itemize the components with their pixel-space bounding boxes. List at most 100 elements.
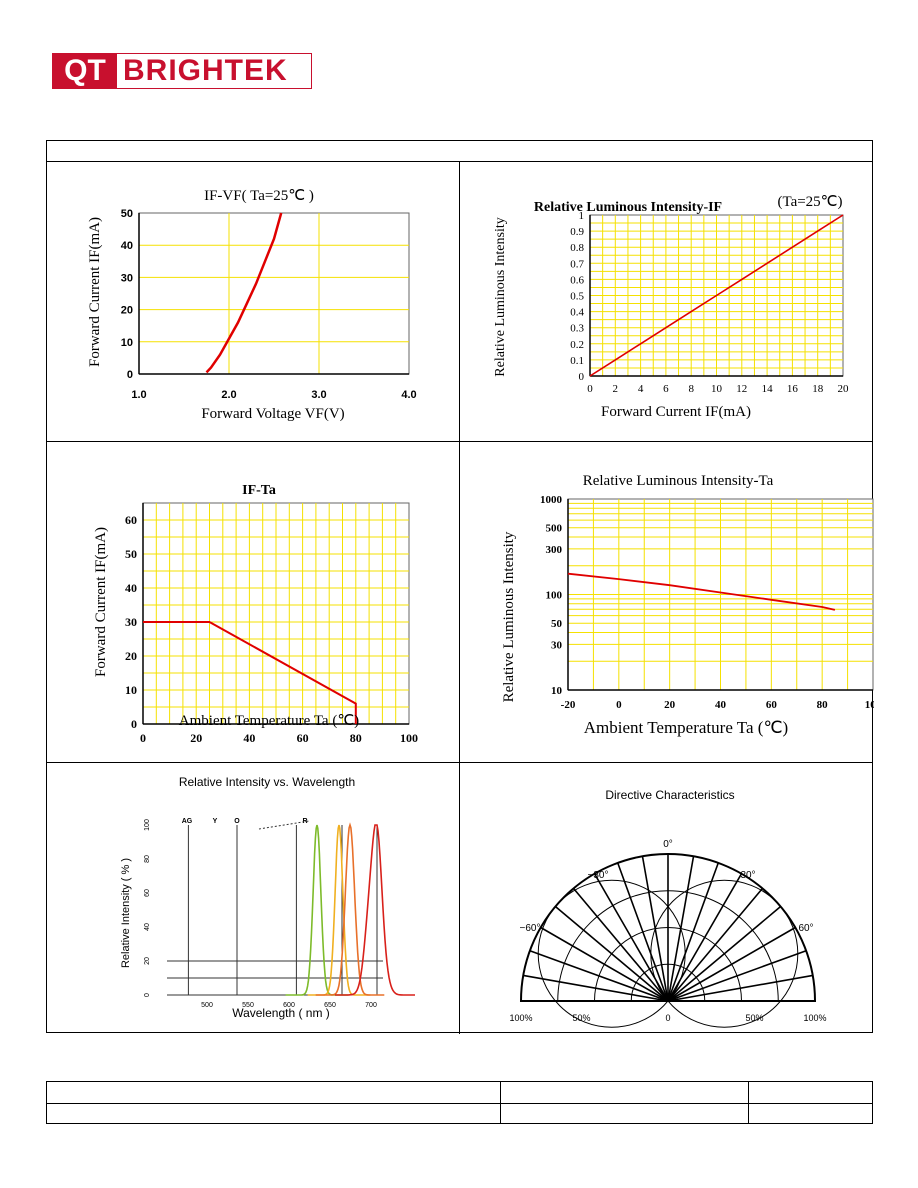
y-tick-label: 10 [121,337,133,349]
y-tick-label: 30 [551,639,563,651]
series-line [315,822,385,996]
y-tick-label: 50 [551,618,563,630]
x-tick-label: 650 [324,1002,336,1009]
footer-table [46,1081,873,1124]
y-tick-label: 30 [125,615,137,629]
row-divider-2 [47,762,872,763]
y-tick-label: 20 [121,305,133,317]
x-tick-label: 18 [812,383,824,395]
x-tick-label: 100 [400,731,418,745]
chart-plot-area: -20 0 20 40 60 80 100 10 30 50 100 300 500 1000 [540,494,874,711]
y-tick-label: 40 [121,240,133,252]
logo-qt: QT [53,54,117,88]
chart-subtitle: (Ta=25℃) [777,194,842,210]
x-tick-label: 40 [715,699,727,711]
x-tick-label: 16 [787,383,799,395]
x-tick-label: 1.0 [131,389,146,401]
radial-label: 50% [572,1013,590,1023]
polar-spoke [667,949,807,1002]
x-tick-label: 100 [865,699,874,711]
y-tick-label: 0.6 [570,274,584,286]
logo: QT BRIGHTEK [52,53,312,89]
y-tick-label: 0.1 [570,355,584,367]
x-tick-label: 3.0 [311,389,326,401]
y-tick-label: 0 [579,371,585,383]
y-tick-label: 10 [551,685,563,697]
y-tick-label: 0 [131,717,137,731]
y-axis-label: Relative Luminous Intensity [493,217,508,376]
chart-plot-area: 500 550 600 650 700 0 20 40 60 80 100 AG Y O R [144,818,415,1009]
x-tick-label: 60 [766,699,778,711]
radial-label: 100% [509,1013,532,1023]
radial-label: 0 [665,1013,670,1023]
y-tick-label: 40 [144,923,151,931]
polar-spoke [667,862,720,1002]
y-tick-label: 0.2 [570,339,584,351]
x-tick-label: 60 [297,731,309,745]
polar-spoke [523,974,669,1002]
radial-label: 100% [803,1013,826,1023]
x-tick-label: 8 [688,383,694,395]
footer-col-divider-1 [500,1082,501,1123]
y-tick-label: 0.5 [570,291,584,303]
y-axis-label: Relative Intensity ( % ) [120,858,132,968]
angle-label: −30° [588,870,609,881]
y-tick-label: 20 [125,649,137,663]
x-axis-label: Forward Current IF(mA) [601,404,751,420]
chart-spectrum: Relative Intensity vs. Wavelength 500 550… [120,775,415,1020]
y-tick-label: 0 [127,369,133,381]
chart-title: Relative Luminous Intensity-IF [534,200,722,215]
x-tick-label: -20 [561,699,576,711]
x-tick-label: 0 [140,731,146,745]
footer-col-divider-2 [748,1082,749,1123]
y-tick-label: 0.3 [570,323,584,335]
row-divider-1 [47,441,872,442]
x-tick-label: 40 [243,731,255,745]
polar-spoke [554,905,669,1002]
angle-label: 0° [663,839,673,850]
polar-spoke [572,887,669,1002]
chart-if-ta: IF-Ta 0 20 40 60 80 100 0 10 20 30 40 50 60 Ambient … [93,483,418,745]
leader-line [258,820,310,830]
radial-label: 50% [745,1013,763,1023]
polar-spoke [529,949,669,1002]
y-tick-label: 80 [144,855,151,863]
y-tick-label: 100 [546,590,563,602]
x-tick-label: 4.0 [401,389,416,401]
y-tick-label: 20 [144,957,151,965]
x-tick-label: 0 [616,699,622,711]
x-axis-label: Wavelength ( nm ) [232,1006,330,1020]
radiation-lobe [537,879,686,1028]
chart-plot-area: 0 20 40 60 80 100 0 10 20 30 40 50 60 [125,502,418,745]
y-tick-label: 100 [144,819,151,831]
chart-title: Relative Luminous Intensity-Ta [583,473,774,489]
x-axis-label: Ambient Temperature Ta (℃) [179,713,359,729]
y-tick-label: 60 [125,513,137,527]
y-tick-label: 1000 [540,494,563,506]
angle-label: 60° [798,923,813,934]
y-tick-label: 0.7 [570,258,584,270]
chart-title: Directive Characteristics [605,788,734,802]
x-tick-label: 80 [350,731,362,745]
data-line [205,212,283,374]
x-tick-label: 14 [762,383,774,395]
x-tick-label: 20 [664,699,676,711]
chart-polar: Directive Characteristics 0° −30° 30° −60° 6… [509,788,827,1028]
y-axis-label: Relative Luminous Intensity [501,531,517,702]
data-line [143,621,357,724]
x-tick-label: 10 [711,383,723,395]
polar-spoke [667,926,796,1002]
x-tick-label: 0 [587,383,593,395]
y-tick-label: 50 [121,208,133,220]
x-tick-label: 4 [638,383,644,395]
x-axis-label: Forward Voltage VF(V) [201,406,344,422]
chart-plot-area: 0 2 4 6 8 10 12 14 16 18 20 0 0.1 0.2 0.3 0.4 0.5 0.6 0.7 0… [570,210,849,395]
y-tick-label: 300 [546,544,563,556]
polar-spoke [667,905,782,1002]
series-line [285,824,349,996]
series-label: AG [182,818,193,825]
x-tick-label: 600 [283,1002,295,1009]
chart-plot-area: 1.0 2.0 3.0 4.0 0 10 20 30 40 50 [121,208,417,401]
x-tick-label: 12 [736,383,747,395]
x-tick-label: 80 [817,699,829,711]
